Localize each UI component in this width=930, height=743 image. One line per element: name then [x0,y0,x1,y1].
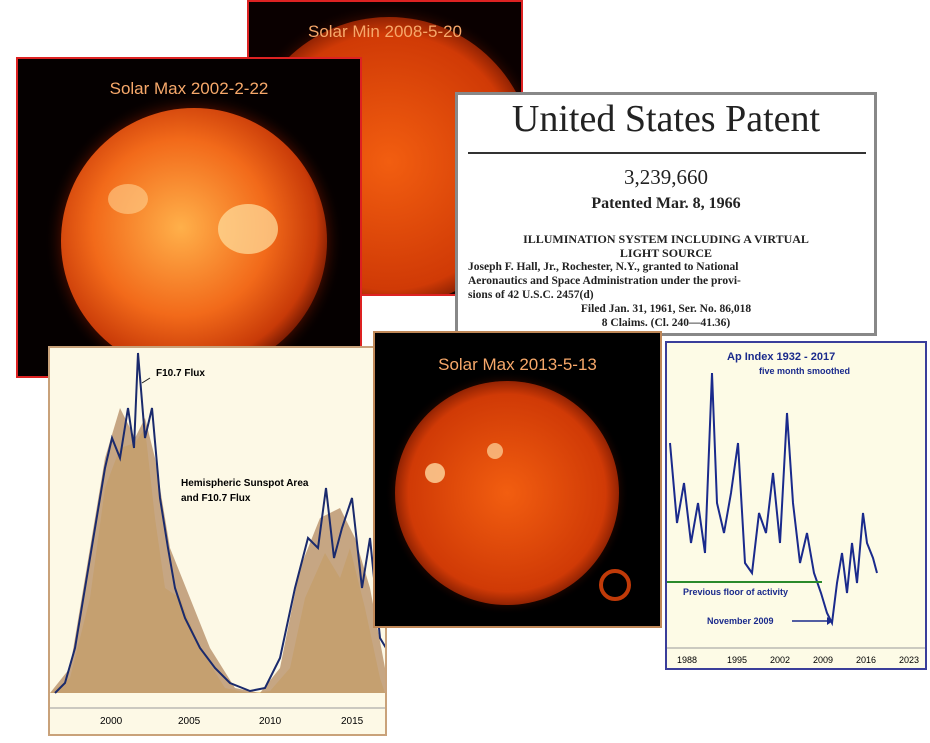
sun-image [44,91,344,376]
patent-body: 8 Claims. (Cl. 240—41.36) [601,317,731,329]
patent-body: Filed Jan. 31, 1961, Ser. No. 86,018 [580,303,752,315]
pointer [141,377,151,384]
x-tick-label: 1988 [677,655,698,665]
x-tick-label: 2015 [341,716,364,727]
peak-label: F10.7 Flux [156,368,205,379]
solar-max-2013-panel: Solar Max 2013-5-13 [373,331,662,628]
patent-body: Aeronautics and Space Administration und… [468,275,741,287]
chart-subtitle: five month smoothed [759,366,851,376]
x-tick-label: 2002 [770,655,791,665]
legend-text: and F10.7 Flux [181,493,251,504]
x-tick-label: 2023 [899,655,920,665]
chart-title: Ap Index 1932 - 2017 [727,351,836,363]
patent-date: Patented Mar. 8, 1966 [591,195,741,212]
annotation: Previous floor of activity [683,587,789,597]
x-tick-label: 2000 [100,716,123,727]
x-tick-label: 2009 [813,655,834,665]
solar-max-2002-panel: Solar Max 2002-2-22 [16,57,362,378]
ap-chart [667,372,925,649]
panel-label: Solar Max 2013-5-13 [438,355,597,374]
x-tick-label: 2005 [178,716,201,727]
flux-chart [50,352,385,709]
x-tick-label: 2010 [259,716,282,727]
panel-label: Solar Min 2008-5-20 [307,22,463,41]
patent-body: sions of 42 U.S.C. 2457(d) [468,289,594,301]
sun-image [385,371,631,615]
legend-text: Hemispheric Sunspot Area [181,478,309,489]
x-tick-label: 2016 [856,655,877,665]
patent-title: LIGHT SOURCE [619,246,713,260]
x-tick-label: 1995 [727,655,748,665]
ap-chart-panel: Ap Index 1932 - 2017 five month smoothed… [665,341,927,670]
patent-heading: United States Patent [511,98,821,140]
panel-label: Solar Max 2002-2-22 [109,79,269,98]
patent-number: 3,239,660 [624,165,708,189]
patent-panel: United States Patent 3,239,660 Patented … [455,92,877,336]
annotation: November 2009 [707,616,774,626]
patent-body: Joseph F. Hall, Jr., Rochester, N.Y., gr… [468,261,739,273]
flux-chart-panel: F10.7 Flux Hemispheric Sunspot Area and … [48,346,387,736]
patent-title: ILLUMINATION SYSTEM INCLUDING A VIRTUAL [523,232,809,246]
rule [468,152,866,154]
